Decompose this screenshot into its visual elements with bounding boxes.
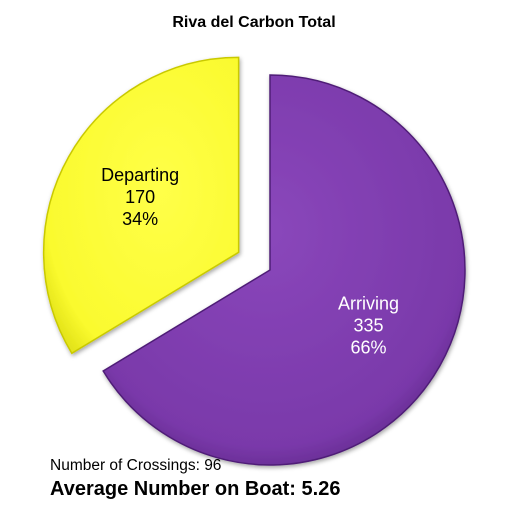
pie-slice-arriving (102, 74, 466, 466)
pie-label-departing-value: 170 (125, 187, 155, 207)
pie-slices (42, 56, 466, 466)
pie-slice-departing (42, 56, 240, 355)
pie-label-departing-percent: 34% (122, 209, 158, 229)
chart-title: Riva del Carbon Total (172, 14, 335, 31)
pie-label-departing-name: Departing (101, 165, 179, 185)
pie-label-arriving-percent: 66% (351, 338, 387, 358)
pie-label-arriving-value: 335 (354, 316, 384, 336)
number-of-crossings-text: Number of Crossings: 96 (50, 457, 222, 474)
average-number-on-boat-text: Average Number on Boat: 5.26 (50, 478, 341, 500)
pie-label-arriving-name: Arriving (338, 294, 399, 314)
